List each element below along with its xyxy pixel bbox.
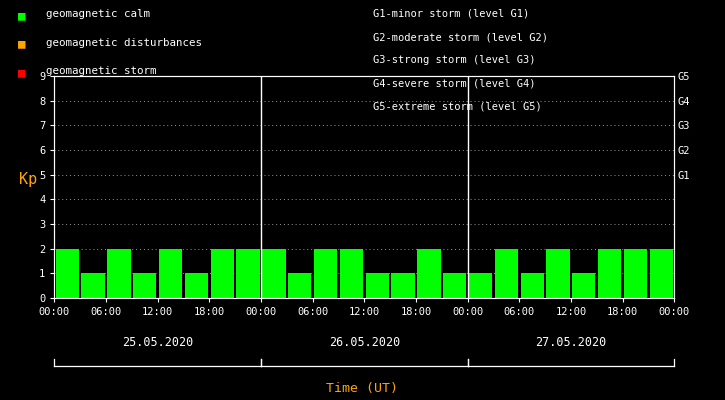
Text: G5-extreme storm (level G5): G5-extreme storm (level G5): [373, 102, 542, 112]
Bar: [365, 273, 389, 298]
Bar: [624, 249, 647, 298]
Text: 26.05.2020: 26.05.2020: [328, 336, 400, 348]
Bar: [107, 249, 130, 298]
Bar: [494, 249, 518, 298]
Bar: [443, 273, 466, 298]
Text: G4-severe storm (level G4): G4-severe storm (level G4): [373, 78, 536, 88]
Bar: [650, 249, 673, 298]
Bar: [56, 249, 79, 298]
Text: G2-moderate storm (level G2): G2-moderate storm (level G2): [373, 32, 548, 42]
Bar: [211, 249, 234, 298]
Bar: [572, 273, 595, 298]
Bar: [392, 273, 415, 298]
Text: geomagnetic disturbances: geomagnetic disturbances: [46, 38, 202, 48]
Bar: [547, 249, 570, 298]
Text: ■: ■: [18, 38, 25, 50]
Bar: [418, 249, 441, 298]
Bar: [469, 273, 492, 298]
Bar: [521, 273, 544, 298]
Bar: [314, 249, 337, 298]
Bar: [340, 249, 363, 298]
Y-axis label: Kp: Kp: [19, 172, 37, 187]
Text: 27.05.2020: 27.05.2020: [535, 336, 607, 348]
Text: geomagnetic calm: geomagnetic calm: [46, 9, 149, 19]
Text: ■: ■: [18, 66, 25, 80]
Bar: [236, 249, 260, 298]
Bar: [159, 249, 182, 298]
Bar: [598, 249, 621, 298]
Text: 25.05.2020: 25.05.2020: [122, 336, 194, 348]
Bar: [185, 273, 208, 298]
Bar: [262, 249, 286, 298]
Text: ■: ■: [18, 9, 25, 22]
Text: G3-strong storm (level G3): G3-strong storm (level G3): [373, 55, 536, 65]
Text: geomagnetic storm: geomagnetic storm: [46, 66, 156, 76]
Text: Time (UT): Time (UT): [326, 382, 399, 395]
Bar: [133, 273, 157, 298]
Bar: [81, 273, 104, 298]
Bar: [288, 273, 311, 298]
Text: G1-minor storm (level G1): G1-minor storm (level G1): [373, 9, 530, 19]
